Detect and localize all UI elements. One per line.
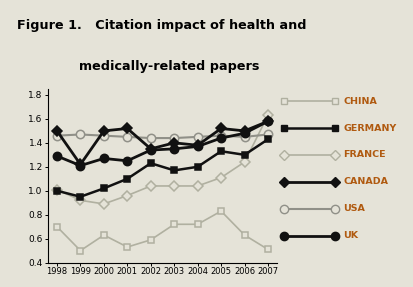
- Text: UK: UK: [342, 231, 357, 240]
- Text: CHINA: CHINA: [342, 97, 376, 106]
- Text: medically-related papers: medically-related papers: [78, 60, 259, 73]
- Text: GERMANY: GERMANY: [342, 123, 395, 133]
- Text: USA: USA: [342, 204, 364, 213]
- Text: FRANCE: FRANCE: [342, 150, 385, 160]
- Text: CANADA: CANADA: [342, 177, 387, 186]
- Text: Figure 1.   Citation impact of health and: Figure 1. Citation impact of health and: [17, 19, 305, 32]
